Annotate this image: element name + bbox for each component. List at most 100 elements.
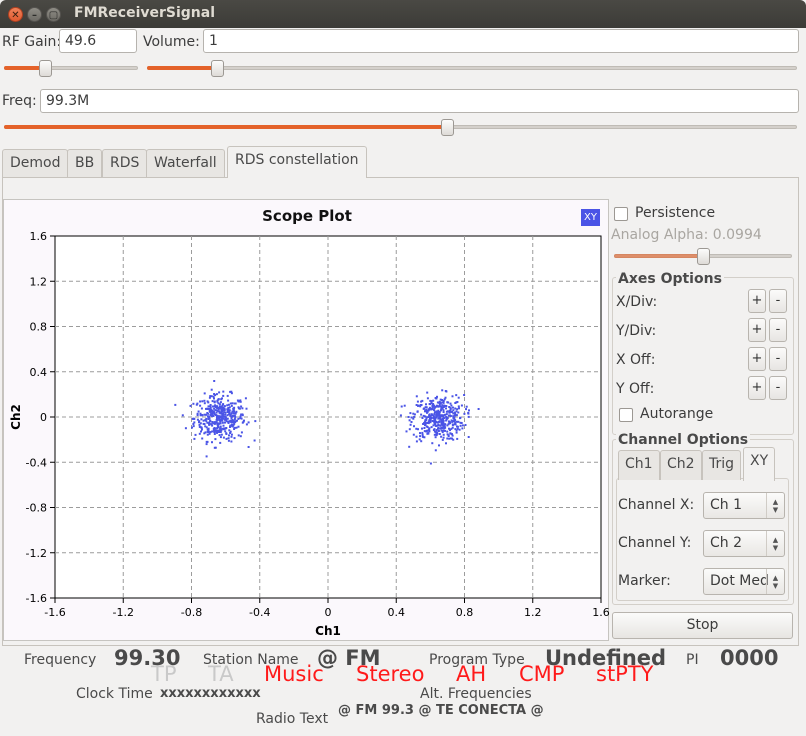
tab-demod[interactable]: Demod <box>2 149 69 177</box>
scatter-point <box>237 434 240 437</box>
scatter-point <box>220 408 223 411</box>
x-div-minus-button[interactable]: - <box>769 289 787 313</box>
scatter-point <box>451 437 453 440</box>
scatter-point <box>212 410 215 413</box>
scatter-point <box>403 404 406 407</box>
tab-ch2[interactable]: Ch2 <box>660 450 702 480</box>
scatter-point <box>407 416 410 418</box>
volume-slider-handle[interactable] <box>211 60 224 77</box>
stop-button[interactable]: Stop <box>612 612 793 639</box>
scatter-point <box>222 436 225 439</box>
analog-alpha-slider-handle[interactable] <box>697 248 710 265</box>
scatter-point <box>213 427 216 429</box>
scatter-point <box>226 408 229 411</box>
scatter-point <box>221 419 224 422</box>
close-window-button[interactable]: ✕ <box>8 7 23 22</box>
scatter-point <box>219 419 222 422</box>
scatter-point <box>417 428 419 431</box>
rf-gain-slider[interactable] <box>4 60 138 77</box>
scatter-point <box>218 403 221 406</box>
freq-slider[interactable] <box>4 119 797 136</box>
tab-rds[interactable]: RDS <box>102 149 148 177</box>
maximize-window-button[interactable]: ▢ <box>46 7 61 22</box>
scatter-point <box>437 405 440 408</box>
rf-gain-input[interactable]: 49.6 <box>59 29 137 53</box>
scatter-point <box>205 420 208 423</box>
freq-input[interactable]: 99.3M <box>40 89 799 113</box>
scatter-point <box>211 424 214 427</box>
x-div-plus-button[interactable]: + <box>748 289 766 313</box>
scatter-point <box>455 431 458 434</box>
scatter-point <box>429 418 432 421</box>
scope-plot[interactable]: -1.6 -1.2 -0.8 -0.4 0 0.4 0.8 1.2 1.6 1.6 1.2 0.8 0.… <box>3 199 610 641</box>
xy-legend-badge[interactable]: XY <box>581 209 600 226</box>
freq-slider-handle[interactable] <box>441 119 454 136</box>
scatter-point <box>219 425 222 428</box>
scatter-point <box>420 400 423 403</box>
tab-waterfall[interactable]: Waterfall <box>146 149 225 177</box>
scatter-point <box>410 421 413 423</box>
y-div-plus-button[interactable]: + <box>748 318 766 342</box>
scatter-point <box>449 422 452 425</box>
autorange-checkbox[interactable] <box>619 408 633 422</box>
scatter-point <box>215 406 218 409</box>
volume-input[interactable]: 1 <box>203 29 799 53</box>
scatter-point <box>434 417 437 420</box>
tab-rds-constellation[interactable]: RDS constellation <box>227 146 367 178</box>
scatter-point <box>465 408 467 411</box>
scatter-point <box>221 413 224 416</box>
freq-label: Freq: <box>2 93 37 109</box>
scatter-point <box>242 420 245 423</box>
scatter-point <box>410 416 413 419</box>
scatter-point <box>420 440 423 443</box>
x-off-minus-button[interactable]: - <box>769 347 787 371</box>
scatter-point <box>455 420 458 423</box>
scatter-point <box>217 398 220 401</box>
scatter-point <box>204 431 207 434</box>
scatter-point <box>440 414 443 417</box>
tab-xy[interactable]: XY <box>743 447 776 481</box>
y-off-minus-button[interactable]: - <box>769 376 787 400</box>
scatter-point <box>421 435 424 438</box>
channel-x-select[interactable]: Ch 1 ▲ ▼ <box>703 492 785 519</box>
y-off-plus-button[interactable]: + <box>748 376 766 400</box>
marker-select[interactable]: Dot Med ▲ ▼ <box>703 568 785 595</box>
volume-slider[interactable] <box>147 60 797 77</box>
scatter-point <box>421 427 423 430</box>
tab-bb[interactable]: BB <box>67 149 103 177</box>
analog-alpha-slider[interactable] <box>614 248 792 265</box>
scatter-point <box>445 390 448 393</box>
scatter-point <box>409 423 412 426</box>
scatter-point <box>452 406 454 409</box>
scatter-point <box>424 415 427 418</box>
scatter-point <box>217 415 219 418</box>
scatter-point <box>211 441 213 444</box>
scatter-point <box>425 417 428 420</box>
minimize-window-button[interactable]: – <box>27 7 42 22</box>
ah-flag: AH <box>456 662 487 686</box>
channel-y-select[interactable]: Ch 2 ▲ ▼ <box>703 530 785 557</box>
scatter-point <box>227 408 230 411</box>
y-div-minus-button[interactable]: - <box>769 318 787 342</box>
close-icon: ✕ <box>11 10 20 21</box>
scatter-point <box>218 410 221 413</box>
rf-gain-slider-handle[interactable] <box>39 60 52 77</box>
scatter-point <box>418 438 421 441</box>
x-off-plus-button[interactable]: + <box>748 347 766 371</box>
scatter-point <box>193 421 196 424</box>
scatter-point <box>208 408 211 411</box>
scatter-point <box>218 415 221 418</box>
scatter-point <box>220 405 223 408</box>
scatter-point <box>425 406 428 409</box>
scatter-point <box>196 412 199 415</box>
scatter-point <box>457 405 460 408</box>
y-tick-label: -1.2 <box>26 547 47 560</box>
persistence-checkbox[interactable] <box>614 207 628 221</box>
y-tick-label: 0.4 <box>30 366 48 379</box>
tab-ch1[interactable]: Ch1 <box>618 450 660 480</box>
scatter-point <box>446 433 449 436</box>
scatter-point <box>435 410 438 413</box>
y-axis-label: Ch2 <box>9 404 23 430</box>
scatter-point <box>231 421 234 423</box>
tab-trig[interactable]: Trig <box>702 450 742 480</box>
